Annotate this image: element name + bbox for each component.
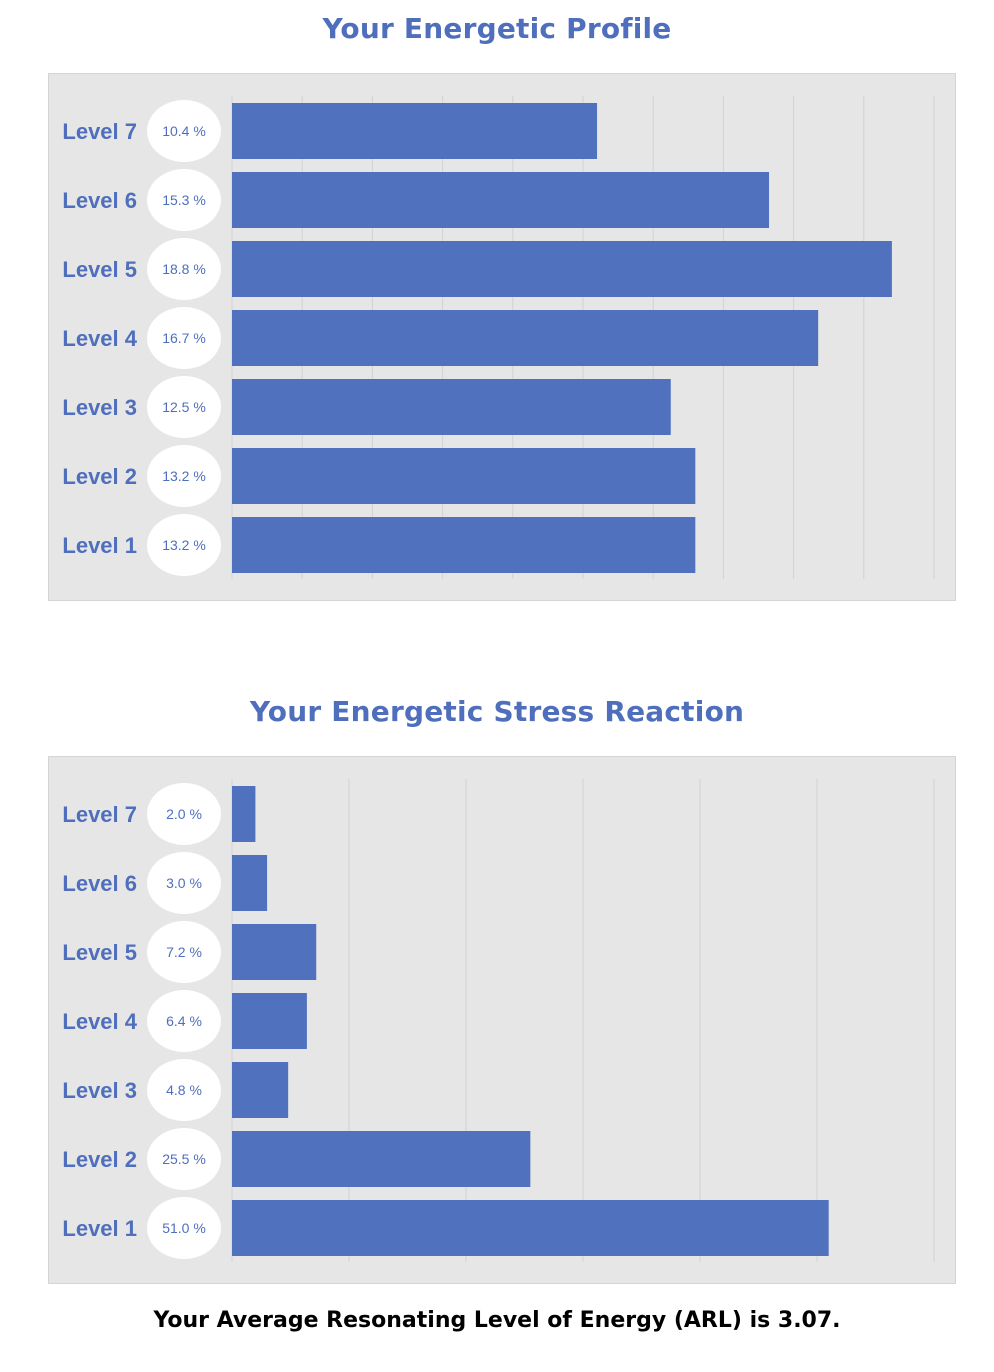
data-label-bubble bbox=[147, 307, 221, 369]
data-label-bubble bbox=[147, 100, 221, 162]
category-label: Level 7 bbox=[62, 119, 137, 144]
data-label-bubble bbox=[147, 1197, 221, 1259]
bar-level-6 bbox=[232, 172, 770, 228]
data-label: 51.0 % bbox=[162, 1220, 206, 1236]
category-label: Level 7 bbox=[62, 802, 137, 827]
data-label: 16.7 % bbox=[162, 330, 206, 346]
bar-level-1 bbox=[232, 517, 696, 573]
data-label-bubble bbox=[147, 1128, 221, 1190]
bar-level-3 bbox=[232, 1062, 289, 1118]
data-label-bubble bbox=[147, 514, 221, 576]
data-label: 3.0 % bbox=[166, 875, 202, 891]
bar-level-1 bbox=[232, 1200, 829, 1256]
energetic-profile-chart: Level 7 10.4 % Level 6 15.3 % Level 5 18.8 % L… bbox=[48, 73, 956, 601]
bar-level-3 bbox=[232, 379, 671, 435]
category-label: Level 3 bbox=[62, 395, 137, 420]
data-label-bubble bbox=[147, 990, 221, 1052]
chart-title-energetic-profile: Your Energetic Profile bbox=[322, 12, 672, 45]
bar-level-2 bbox=[232, 448, 696, 504]
data-label: 2.0 % bbox=[166, 806, 202, 822]
stress-reaction-plot: Level 7 2.0 % Level 6 3.0 % Level 5 7.2 % Leve… bbox=[62, 779, 935, 1262]
category-label: Level 4 bbox=[62, 1009, 137, 1034]
data-label: 15.3 % bbox=[162, 192, 206, 208]
data-label: 18.8 % bbox=[162, 261, 206, 277]
data-label-bubble bbox=[147, 783, 221, 845]
category-label: Level 3 bbox=[62, 1078, 137, 1103]
data-label: 13.2 % bbox=[162, 468, 206, 484]
category-label: Level 5 bbox=[62, 257, 137, 282]
category-label: Level 1 bbox=[62, 1216, 137, 1241]
category-label: Level 4 bbox=[62, 326, 137, 351]
category-label: Level 6 bbox=[62, 871, 137, 896]
data-label: 7.2 % bbox=[166, 944, 202, 960]
data-label-bubble bbox=[147, 1059, 221, 1121]
bar-level-4 bbox=[232, 993, 307, 1049]
arl-summary: Your Average Resonating Level of Energy … bbox=[153, 1308, 841, 1333]
bar-level-5 bbox=[232, 924, 317, 980]
category-label: Level 1 bbox=[62, 533, 137, 558]
data-label: 25.5 % bbox=[162, 1151, 206, 1167]
data-label-bubble bbox=[147, 921, 221, 983]
data-label-bubble bbox=[147, 852, 221, 914]
stress-reaction-chart: Level 7 2.0 % Level 6 3.0 % Level 5 7.2 % Leve… bbox=[48, 756, 956, 1284]
bar-level-7 bbox=[232, 103, 598, 159]
chart-title-stress-reaction: Your Energetic Stress Reaction bbox=[249, 695, 745, 728]
bar-level-6 bbox=[232, 855, 268, 911]
data-label: 10.4 % bbox=[162, 123, 206, 139]
bar-level-2 bbox=[232, 1131, 531, 1187]
bar-level-4 bbox=[232, 310, 819, 366]
bar-level-7 bbox=[232, 786, 256, 842]
data-label-bubble bbox=[147, 376, 221, 438]
category-label: Level 5 bbox=[62, 940, 137, 965]
energetic-profile-plot: Level 7 10.4 % Level 6 15.3 % Level 5 18.8 % L… bbox=[62, 96, 935, 579]
data-label: 6.4 % bbox=[166, 1013, 202, 1029]
data-label: 12.5 % bbox=[162, 399, 206, 415]
bar-level-5 bbox=[232, 241, 892, 297]
data-label: 13.2 % bbox=[162, 537, 206, 553]
data-label: 4.8 % bbox=[166, 1082, 202, 1098]
data-label-bubble bbox=[147, 169, 221, 231]
data-label-bubble bbox=[147, 445, 221, 507]
category-label: Level 2 bbox=[62, 1147, 137, 1172]
category-label: Level 6 bbox=[62, 188, 137, 213]
category-label: Level 2 bbox=[62, 464, 137, 489]
data-label-bubble bbox=[147, 238, 221, 300]
